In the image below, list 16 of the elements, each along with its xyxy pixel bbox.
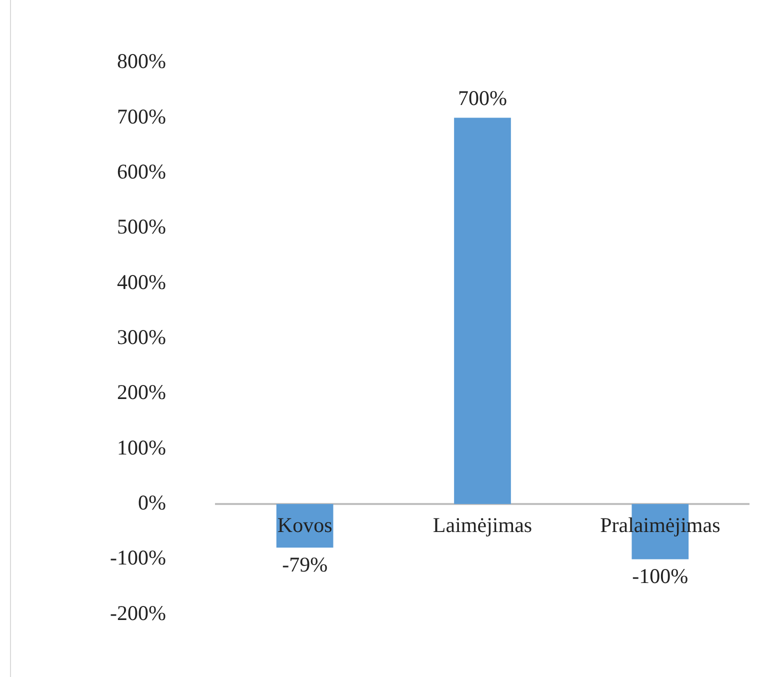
y-tick-label: 200% (116, 380, 166, 404)
y-tick-label: 800% (116, 49, 166, 74)
y-tick-label: 600% (116, 159, 166, 184)
data-label: -100% (632, 564, 688, 588)
y-tick-label: 100% (116, 435, 166, 460)
y-tick-label: 0% (138, 490, 166, 515)
x-tick-label: Laimėjimas (432, 513, 532, 538)
y-tick-label: -200% (110, 600, 166, 625)
data-label: 700% (458, 86, 507, 110)
y-tick-label: 500% (116, 214, 166, 239)
data-label: -79% (282, 552, 328, 577)
y-tick-label: -100% (110, 546, 166, 570)
y-tick-label: 700% (116, 104, 166, 128)
x-tick-label: Kovos (277, 513, 332, 538)
y-tick-label: 300% (116, 325, 166, 350)
y-tick-label: 400% (116, 270, 166, 294)
